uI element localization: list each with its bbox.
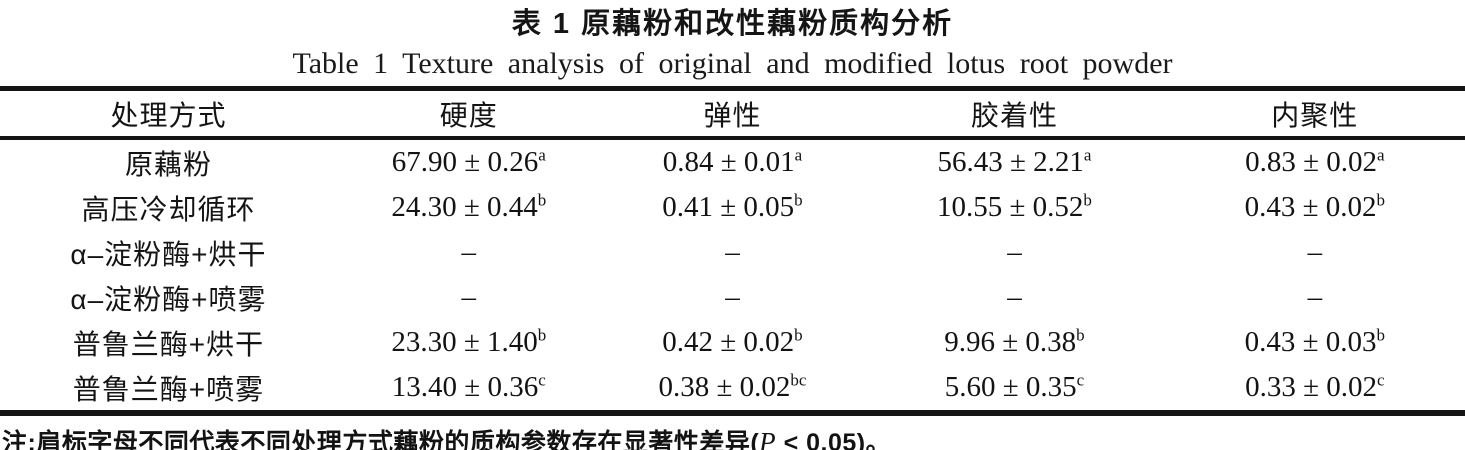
cell-value: – <box>461 236 477 268</box>
value-cell: 23.30 ± 1.40b <box>337 320 601 365</box>
column-header-treatment: 处理方式 <box>110 99 227 131</box>
value-cell: 0.43 ± 0.02b <box>1165 185 1465 230</box>
value-cell: – <box>337 275 601 320</box>
table-body: 原藕粉 67.90 ± 0.26a 0.84 ± 0.01a 56.43 ± 2… <box>0 138 1465 413</box>
cell-value: – <box>725 281 740 313</box>
cell-value: 24.30 ± 0.44 <box>391 191 538 223</box>
footnote-p-symbol: P <box>759 427 777 450</box>
cell-value: 56.43 ± 2.21 <box>937 146 1084 178</box>
table-row: 普鲁兰酶+喷雾 13.40 ± 0.36c 0.38 ± 0.02bc 5.60… <box>0 365 1465 413</box>
cell-value: 0.83 ± 0.02 <box>1245 146 1377 178</box>
value-cell: 0.83 ± 0.02a <box>1165 138 1465 185</box>
value-cell: – <box>1165 275 1465 320</box>
cell-superscript: a <box>1083 145 1092 165</box>
cell-value: 0.38 ± 0.02 <box>658 371 791 403</box>
row-label: α–淀粉酶+喷雾 <box>70 283 267 315</box>
table-row: α–淀粉酶+喷雾 – – – – <box>0 275 1465 320</box>
value-cell: – <box>864 230 1164 275</box>
cell-value: 0.43 ± 0.03 <box>1244 326 1377 358</box>
footnote-prefix: 注:肩标字母不同代表不同处理方式藕粉的质构参数存在显著性差异( <box>2 429 760 450</box>
cell-superscript: a <box>794 145 803 165</box>
cell-superscript: c <box>1377 370 1385 390</box>
cell-value: 0.84 ± 0.01 <box>662 146 795 178</box>
cell-superscript: b <box>1083 190 1092 210</box>
cell-value: – <box>1007 236 1022 268</box>
cell-superscript: a <box>1377 145 1385 165</box>
cell-superscript: c <box>538 370 546 390</box>
column-header-springiness: 弹性 <box>703 99 762 131</box>
value-cell: 0.84 ± 0.01a <box>601 138 865 185</box>
value-cell: 0.38 ± 0.02bc <box>601 365 865 413</box>
cell-superscript: bc <box>790 370 807 390</box>
value-cell: 0.41 ± 0.05b <box>601 185 865 230</box>
column-header-hardness: 硬度 <box>439 99 498 131</box>
cell-value: 10.55 ± 0.52 <box>937 191 1084 223</box>
table-title-english: Table 1 Texture analysis of original and… <box>292 47 1173 80</box>
cell-value: 0.42 ± 0.02 <box>662 326 795 358</box>
value-cell: 24.30 ± 0.44b <box>337 185 601 230</box>
value-cell: – <box>1165 230 1465 275</box>
cell-value: 0.41 ± 0.05 <box>662 191 795 223</box>
table-row: 高压冷却循环 24.30 ± 0.44b 0.41 ± 0.05b 10.55 … <box>0 185 1465 230</box>
value-cell: – <box>337 230 601 275</box>
column-header-gumminess: 胶着性 <box>970 99 1058 131</box>
cell-superscript: b <box>794 190 803 210</box>
cell-value: – <box>1007 281 1022 313</box>
texture-analysis-table: 处理方式 硬度 弹性 胶着性 内聚性 原藕粉 67.90 ± 0.26a 0.8… <box>0 86 1465 416</box>
cell-value: 0.43 ± 0.02 <box>1244 191 1377 223</box>
row-label: 普鲁兰酶+烘干 <box>72 328 265 360</box>
cell-superscript: b <box>1076 325 1085 345</box>
cell-superscript: b <box>1376 325 1386 345</box>
value-cell: – <box>864 275 1164 320</box>
row-label: 高压冷却循环 <box>81 193 256 225</box>
cell-value: 23.30 ± 1.40 <box>391 326 538 358</box>
value-cell: 0.33 ± 0.02c <box>1165 365 1465 413</box>
value-cell: 9.96 ± 0.38b <box>864 320 1164 365</box>
value-cell: 67.90 ± 0.26a <box>337 138 601 185</box>
cell-superscript: b <box>794 325 803 345</box>
value-cell: – <box>601 230 865 275</box>
table-footnote: 注:肩标字母不同代表不同处理方式藕粉的质构参数存在显著性差异(P < 0.05)… <box>2 423 1465 450</box>
value-cell: 13.40 ± 0.36c <box>337 365 601 413</box>
row-label: 普鲁兰酶+喷雾 <box>72 373 265 405</box>
cell-value: – <box>1307 236 1323 268</box>
cell-superscript: a <box>538 145 546 165</box>
cell-value: – <box>725 236 740 268</box>
cell-superscript: c <box>1076 370 1085 390</box>
row-label: α–淀粉酶+烘干 <box>70 238 267 270</box>
row-label: 原藕粉 <box>124 148 212 180</box>
cell-superscript: b <box>537 325 547 345</box>
value-cell: 0.42 ± 0.02b <box>601 320 865 365</box>
value-cell: 56.43 ± 2.21a <box>864 138 1164 185</box>
value-cell: 5.60 ± 0.35c <box>864 365 1164 413</box>
footnote-suffix: < 0.05)。 <box>776 429 892 450</box>
value-cell: – <box>601 275 865 320</box>
table-row: α–淀粉酶+烘干 – – – – <box>0 230 1465 275</box>
cell-value: 67.90 ± 0.26 <box>391 146 539 178</box>
table-header: 处理方式 硬度 弹性 胶着性 内聚性 <box>0 89 1465 138</box>
table-title-chinese: 表 1 原藕粉和改性藕粉质构分析 <box>511 8 954 40</box>
cell-superscript: b <box>537 190 547 210</box>
cell-value: 0.33 ± 0.02 <box>1245 371 1377 403</box>
column-header-cohesiveness: 内聚性 <box>1271 99 1359 131</box>
header-row: 处理方式 硬度 弹性 胶着性 内聚性 <box>0 89 1465 138</box>
cell-superscript: b <box>1376 190 1386 210</box>
cell-value: 9.96 ± 0.38 <box>944 326 1077 358</box>
value-cell: 10.55 ± 0.52b <box>864 185 1164 230</box>
value-cell: 0.43 ± 0.03b <box>1165 320 1465 365</box>
cell-value: – <box>461 281 477 313</box>
cell-value: – <box>1307 281 1323 313</box>
table-row: 普鲁兰酶+烘干 23.30 ± 1.40b 0.42 ± 0.02b 9.96 … <box>0 320 1465 365</box>
table-row: 原藕粉 67.90 ± 0.26a 0.84 ± 0.01a 56.43 ± 2… <box>0 138 1465 185</box>
cell-value: 5.60 ± 0.35 <box>944 371 1077 403</box>
cell-value: 13.40 ± 0.36 <box>391 371 539 403</box>
